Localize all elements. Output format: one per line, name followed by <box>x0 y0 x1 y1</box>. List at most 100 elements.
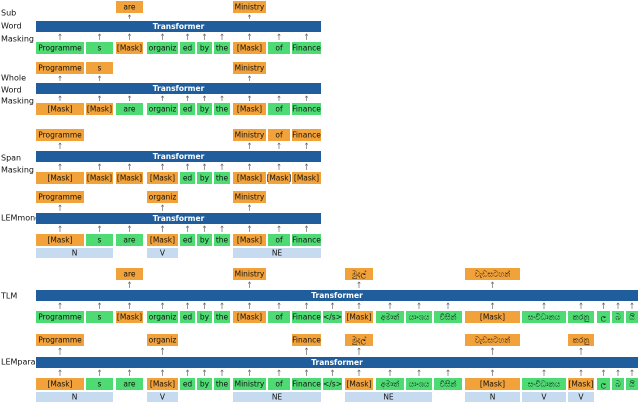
arrow-head <box>247 95 252 98</box>
input-token: [Mask] <box>87 174 112 183</box>
arrow-head <box>579 347 583 350</box>
transformer-bar <box>36 357 638 368</box>
tag-label: V <box>160 249 166 258</box>
input-token-box <box>214 172 230 184</box>
arrow-head <box>202 163 207 166</box>
input-token: are <box>123 380 136 389</box>
section-label: Masking <box>1 97 34 106</box>
input-token: of <box>275 105 283 114</box>
input-token-box <box>268 234 290 246</box>
arrow-head <box>160 163 165 166</box>
arrow-head <box>630 302 634 305</box>
output-token: Ministry <box>235 193 265 202</box>
input-token-box <box>147 103 178 115</box>
input-token-box <box>180 378 195 390</box>
input-token-box <box>86 378 113 390</box>
arrow-head <box>304 95 309 98</box>
input-token: [Mask] <box>237 236 262 245</box>
arrow-head <box>58 225 62 228</box>
arrow-head <box>247 14 252 17</box>
tag-box <box>147 392 178 402</box>
arrow-head <box>388 369 392 372</box>
input-token: organiz <box>149 105 177 114</box>
input-token-box <box>292 103 321 115</box>
input-token-box <box>568 311 594 323</box>
input-token: යාංශය <box>409 380 430 389</box>
input-token-box <box>214 311 230 323</box>
input-token-box <box>233 103 266 115</box>
input-token: of <box>275 236 283 245</box>
output-token: Finance <box>292 336 321 345</box>
arrow-head <box>357 302 361 305</box>
arrow-head <box>247 369 252 372</box>
output-token: organiz <box>149 336 177 345</box>
arrow-head <box>357 369 361 372</box>
input-token-box <box>36 103 84 115</box>
input-token-box <box>180 172 195 184</box>
input-token-box <box>214 378 230 390</box>
input-token-box <box>180 42 195 54</box>
output-token-box <box>36 129 84 141</box>
transformer-label: Transformer <box>153 214 205 223</box>
input-token: [Mask] <box>87 105 112 114</box>
input-token-box <box>626 311 638 323</box>
input-token-box <box>214 42 230 54</box>
output-token-box <box>345 334 373 346</box>
input-token-box <box>233 172 266 184</box>
input-token-box <box>116 378 143 390</box>
tag-box <box>36 392 113 402</box>
input-token: the <box>216 313 229 322</box>
output-token-box <box>36 62 84 74</box>
arrow-head <box>247 142 252 145</box>
arrow-head <box>247 33 252 36</box>
arrow-head <box>601 369 606 372</box>
arrow-head <box>202 225 207 228</box>
arrow-head <box>127 369 132 372</box>
section-label: TLM <box>0 292 17 301</box>
input-token: s <box>98 313 102 322</box>
arrow-head <box>160 369 165 372</box>
input-token: Finance <box>292 105 321 114</box>
arrow-head <box>304 302 309 305</box>
transformer-bar <box>36 83 321 94</box>
input-token-box <box>233 378 266 390</box>
arrow-head <box>220 225 224 228</box>
output-token-box <box>233 129 266 141</box>
arrow-head <box>277 302 281 305</box>
arrow-head <box>247 204 252 207</box>
tag-label: NE <box>383 393 394 402</box>
arrow-head <box>127 33 132 36</box>
output-token: organiz <box>149 193 177 202</box>
arrow-head <box>220 95 224 98</box>
arrow-head <box>97 225 102 228</box>
input-token: [Mask] <box>117 174 142 183</box>
arrow-head <box>58 33 62 36</box>
arrow-head <box>304 225 309 228</box>
input-token: ed <box>183 105 193 114</box>
input-token-box <box>268 311 290 323</box>
arrow-head <box>277 142 281 145</box>
input-token-box <box>147 172 178 184</box>
input-token-box <box>612 378 624 390</box>
input-token-box <box>180 234 195 246</box>
arrow-head <box>388 302 392 305</box>
arrow-head <box>202 95 207 98</box>
input-token: organiz <box>149 44 177 53</box>
input-token: [Mask] <box>47 236 72 245</box>
section-label: Word <box>1 86 22 95</box>
arrow-head <box>127 14 132 17</box>
arrow-head <box>330 369 335 372</box>
input-token: of <box>275 44 283 53</box>
arrow-head <box>202 302 207 305</box>
input-token-box <box>116 311 143 323</box>
arrow-head <box>247 281 252 284</box>
output-token: Programme <box>38 193 82 202</box>
input-token: the <box>216 105 229 114</box>
input-token-box <box>86 234 113 246</box>
arrow-head <box>630 369 634 372</box>
input-token-box <box>568 378 594 390</box>
arrow-head <box>247 75 252 78</box>
input-token-box <box>612 311 624 323</box>
arrow-head <box>247 225 252 228</box>
input-token-box <box>197 103 212 115</box>
